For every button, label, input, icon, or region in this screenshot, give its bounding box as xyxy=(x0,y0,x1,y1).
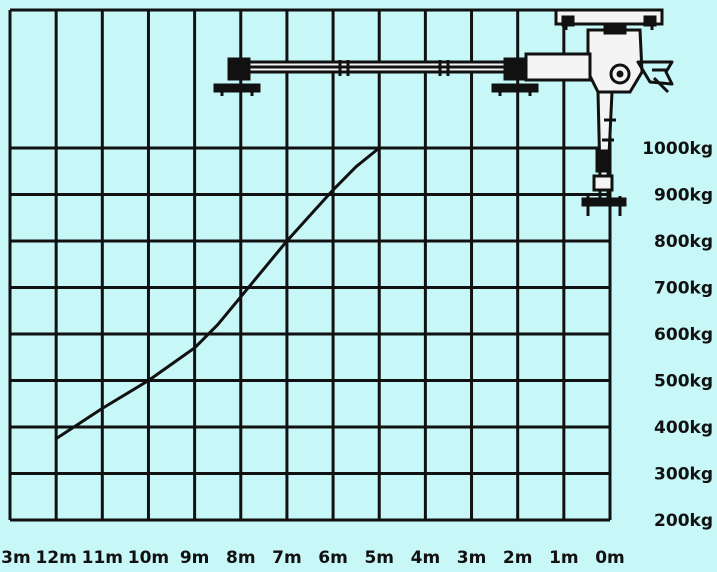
x-tick-label: 6m xyxy=(318,548,348,568)
y-tick-label: 600kg xyxy=(654,325,713,345)
x-tick-label: 1m xyxy=(549,548,579,568)
x-tick-label: 0m xyxy=(595,548,625,568)
x-tick-label: 9m xyxy=(180,548,210,568)
x-tick-label: 11m xyxy=(82,548,123,568)
x-tick-label: 8m xyxy=(226,548,256,568)
grid xyxy=(8,8,612,522)
x-tick-label: 5m xyxy=(364,548,394,568)
crane-arm-icon xyxy=(213,8,674,216)
y-tick-label: 400kg xyxy=(654,418,713,438)
y-tick-label: 1000kg xyxy=(642,139,713,159)
series-line xyxy=(54,146,381,441)
load-curve xyxy=(54,146,381,441)
y-tick-label: 900kg xyxy=(654,186,713,206)
y-tick-label: 500kg xyxy=(654,372,713,392)
x-tick-label: 12m xyxy=(35,548,76,568)
y-tick-label: 300kg xyxy=(654,465,713,485)
x-tick-label: 3m xyxy=(457,548,487,568)
x-tick-label: 10m xyxy=(128,548,169,568)
y-tick-label: 200kg xyxy=(654,511,713,531)
y-axis-tick-labels: 1000kg 900kg 800kg 700kg 600kg 500kg 400kg 300k… xyxy=(642,139,713,531)
y-tick-label: 800kg xyxy=(654,232,713,252)
x-tick-label: 4m xyxy=(411,548,441,568)
x-tick-label: 13m xyxy=(0,548,31,568)
x-tick-label: 7m xyxy=(272,548,302,568)
x-tick-label: 2m xyxy=(503,548,533,568)
y-tick-label: 700kg xyxy=(654,279,713,299)
